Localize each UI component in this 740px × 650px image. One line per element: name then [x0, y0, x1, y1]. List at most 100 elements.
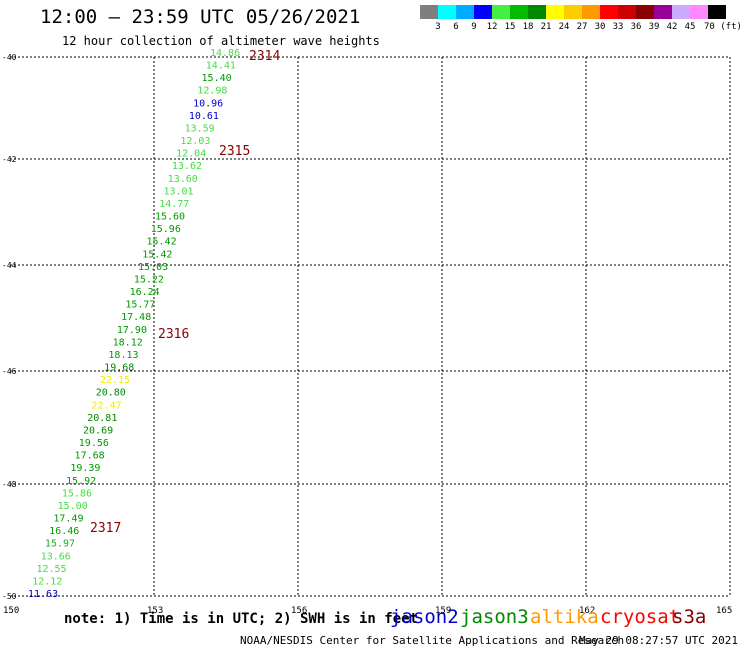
swh-data-label: 16.46 [49, 526, 79, 537]
satellite-name: altika [530, 606, 599, 628]
legend-label: 27 [576, 22, 588, 32]
swh-data-label: 14.86 [210, 48, 240, 59]
legend-swatch [438, 5, 456, 19]
swh-data-label: 12.12 [32, 576, 62, 587]
swh-data-label: 10.96 [193, 98, 223, 109]
swh-data-label: 18.12 [113, 337, 143, 348]
swh-data-label: 15.40 [202, 73, 232, 84]
legend-swatch [564, 5, 582, 19]
swh-data-label: 12.55 [36, 564, 66, 575]
swh-data-label: 20.80 [96, 388, 126, 399]
legend-label: 24 [558, 22, 570, 32]
pass-time-annotation: 2317 [90, 521, 121, 536]
pass-time-annotation: 2316 [158, 327, 189, 342]
swh-data-label: 22.15 [100, 375, 130, 386]
swh-data-label: 12.98 [197, 86, 227, 97]
swh-data-label: 18.13 [108, 350, 138, 361]
satellite-name: jason3 [460, 606, 529, 628]
legend-swatch [492, 5, 510, 19]
y-tick-label: -42 [2, 155, 17, 164]
chart-title: 12:00 – 23:59 UTC 05/26/2021 [40, 6, 361, 28]
x-tick-label: 159 [435, 606, 451, 616]
satellite-name: jason2 [390, 606, 459, 628]
swh-data-label: 17.68 [75, 451, 105, 462]
swh-data-label: 15.22 [134, 274, 164, 285]
swh-data-label: 15.00 [58, 501, 88, 512]
credit-line: NOAA/NESDIS Center for Satellite Applica… [240, 634, 625, 647]
legend-swatch [420, 5, 438, 19]
swh-data-label: 17.49 [53, 514, 83, 525]
pass-time-annotation: 2315 [219, 144, 250, 159]
x-tick-label: 165 [716, 606, 732, 616]
swh-data-label: 13.59 [185, 123, 215, 134]
y-tick-label: -40 [2, 53, 17, 62]
swh-data-label: 14.77 [159, 199, 189, 210]
legend-label: 18 [522, 22, 534, 32]
legend-label: 6 [453, 22, 459, 32]
swh-data-label: 17.48 [121, 312, 151, 323]
legend-label: 21 [540, 22, 552, 32]
legend-label: 45 [684, 22, 696, 32]
swh-data-label: 20.81 [87, 413, 117, 424]
legend-swatch [474, 5, 492, 19]
footer-note: note: 1) Time is in UTC; 2) SWH is in fe… [64, 611, 419, 627]
swh-data-label: 15.97 [45, 539, 75, 550]
legend-swatch [690, 5, 708, 19]
swh-data-label: 15.96 [151, 224, 181, 235]
legend-swatch [654, 5, 672, 19]
legend-label: 39 [648, 22, 660, 32]
legend-label: 36 [630, 22, 642, 32]
swh-data-label: 20.69 [83, 425, 113, 436]
swh-data-label: 19.39 [70, 463, 100, 474]
swh-data-label: 15.92 [66, 476, 96, 487]
legend-swatch [546, 5, 564, 19]
swh-data-label: 17.90 [117, 325, 147, 336]
satellite-name: s3a [672, 606, 707, 628]
swh-data-label: 14.41 [206, 61, 236, 72]
legend-label: 33 [612, 22, 624, 32]
generated-timestamp: May 29 08:27:57 UTC 2021 [579, 634, 738, 647]
legend-swatch [600, 5, 618, 19]
swh-data-label: 15.86 [62, 488, 92, 499]
swh-data-label: 19.68 [104, 363, 134, 374]
swh-data-label: 13.62 [172, 161, 202, 172]
x-tick-label: 153 [147, 606, 163, 616]
legend-label: 30 [594, 22, 606, 32]
legend-label: 12 [486, 22, 498, 32]
y-tick-label: -50 [2, 592, 17, 601]
swh-data-label: 15.42 [147, 237, 177, 248]
swh-data-label: 15.42 [142, 249, 172, 260]
chart-subtitle: 12 hour collection of altimeter wave hei… [62, 34, 380, 48]
legend-swatch [636, 5, 654, 19]
legend-swatch [672, 5, 690, 19]
legend-swatch [618, 5, 636, 19]
swh-data-label: 11.63 [28, 589, 58, 600]
swh-data-label: 15.03 [138, 262, 168, 273]
swh-data-label: 13.01 [163, 186, 193, 197]
legend-swatch [582, 5, 600, 19]
legend-label: 3 [435, 22, 441, 32]
x-tick-label: 162 [579, 606, 595, 616]
pass-time-annotation: 2314 [249, 49, 280, 64]
legend-swatch [456, 5, 474, 19]
y-tick-label: -44 [2, 261, 17, 270]
swh-data-label: 16.24 [130, 287, 160, 298]
swh-data-label: 15.60 [155, 212, 185, 223]
swh-data-label: 19.56 [79, 438, 109, 449]
swh-data-label: 10.61 [189, 111, 219, 122]
legend-swatch [708, 5, 726, 19]
swh-data-label: 13.60 [168, 174, 198, 185]
swh-data-label: 15.77 [125, 300, 155, 311]
y-tick-label: -46 [2, 367, 17, 376]
legend-label: 70 (ft) [704, 22, 740, 32]
swh-data-label: 22.47 [91, 400, 121, 411]
swh-data-label: 12.04 [176, 149, 206, 160]
swh-data-label: 12.03 [180, 136, 210, 147]
legend-label: 42 [666, 22, 678, 32]
satellite-name: cryosat [600, 606, 681, 628]
swh-data-label: 13.66 [41, 551, 71, 562]
x-tick-label: 156 [291, 606, 307, 616]
legend-label: 15 [504, 22, 516, 32]
legend-swatch [510, 5, 528, 19]
